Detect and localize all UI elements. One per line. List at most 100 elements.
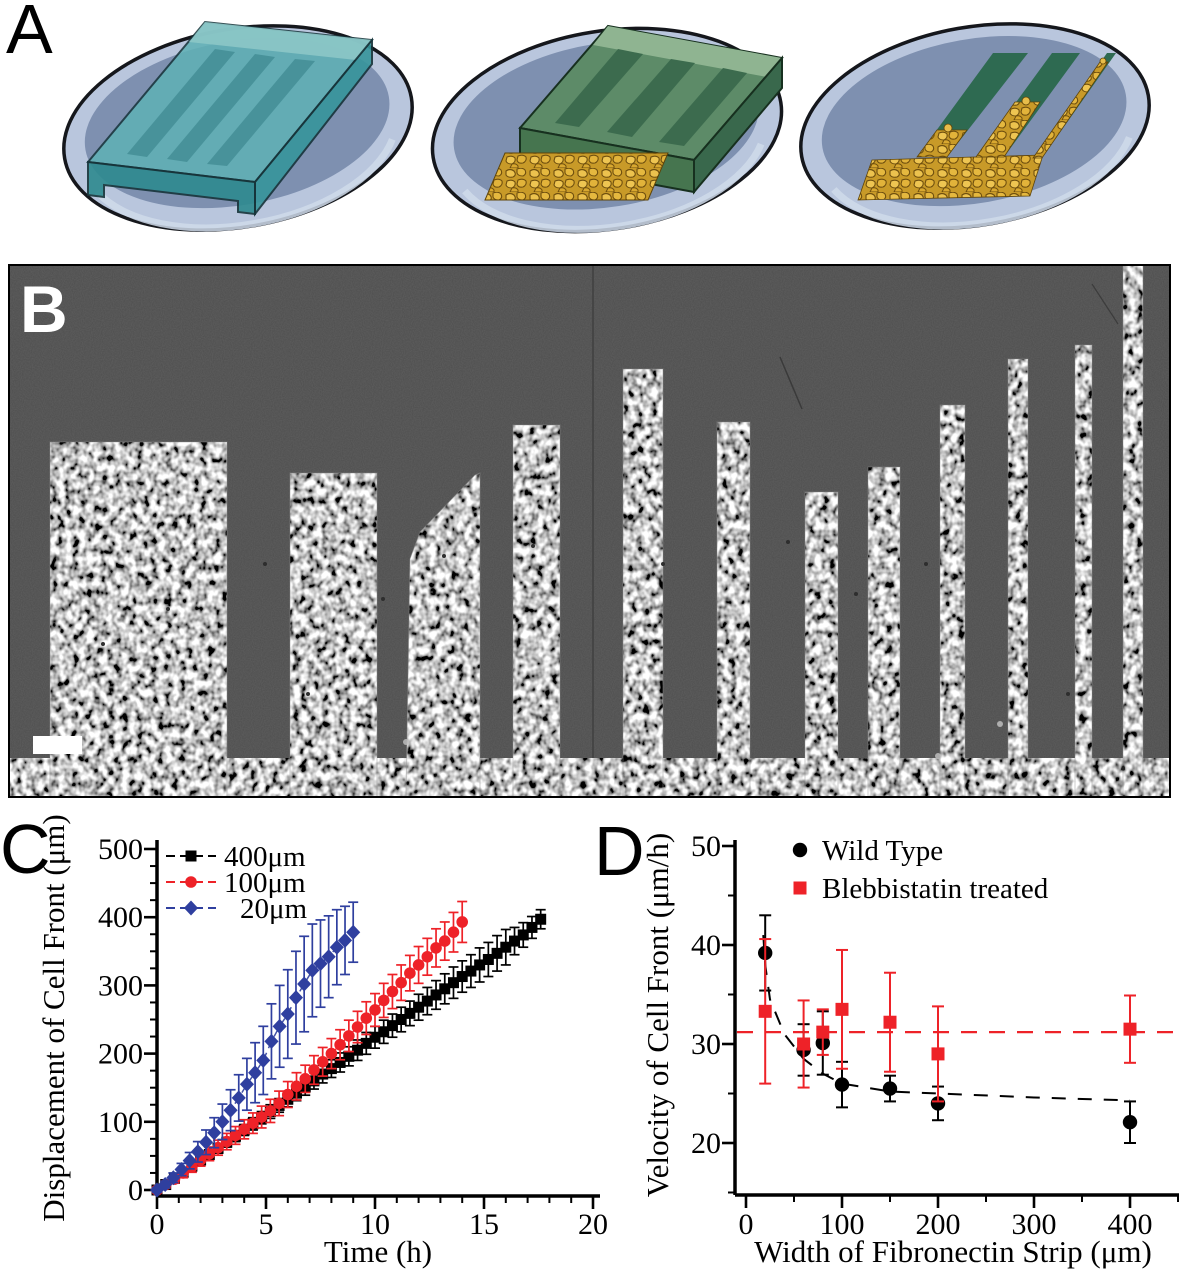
- data-point: [207, 1125, 222, 1141]
- data-point: [509, 935, 521, 947]
- y-axis-label: Velocity of Cell Front (μm/h): [640, 833, 675, 1197]
- schematic-stamp-with-cells: [418, 5, 797, 256]
- data-point: [439, 983, 451, 995]
- data-point: [231, 1090, 246, 1106]
- data-point: [220, 1135, 233, 1148]
- data-point: [482, 953, 494, 965]
- legend-item: 400μm: [166, 841, 306, 873]
- data-point: [792, 842, 808, 858]
- data-point: [256, 1052, 271, 1068]
- panel-a-label: A: [6, 0, 53, 68]
- legend-label: 20μm: [240, 893, 308, 925]
- data-point: [474, 959, 486, 971]
- stamp-stripe: [555, 49, 643, 127]
- data-point: [456, 916, 469, 928]
- petri-dish: [784, 0, 1165, 254]
- data-point: [883, 1015, 897, 1029]
- data-point: [239, 1076, 254, 1092]
- data-point: [199, 1134, 214, 1150]
- stamp-stripe: [659, 68, 747, 146]
- stamp-groove: [127, 49, 235, 157]
- panel-b-label: B: [20, 272, 68, 346]
- data-point: [413, 1001, 425, 1013]
- legend-item: Blebbistatin treated: [793, 873, 1049, 905]
- data-point: [337, 932, 353, 948]
- panel-a-schematics: [0, 0, 1179, 262]
- legend-item: Wild Type: [792, 835, 943, 867]
- pdms-stamp: [86, 20, 374, 217]
- data-point: [288, 990, 304, 1006]
- data-point: [378, 1026, 390, 1038]
- data-point: [351, 1021, 364, 1033]
- data-point: [404, 967, 416, 979]
- data-point: [185, 850, 197, 862]
- data-point: [174, 1162, 189, 1178]
- data-point: [248, 1065, 263, 1081]
- y-tick-label: 50: [691, 830, 721, 863]
- y-tick-label: 30: [691, 1028, 721, 1061]
- data-point: [247, 1117, 259, 1129]
- data-point: [465, 965, 477, 977]
- data-point: [377, 994, 390, 1007]
- stamp-groove: [167, 54, 275, 162]
- cell-strip: [1008, 359, 1028, 798]
- data-point: [491, 947, 503, 959]
- y-tick-label: 20: [691, 1127, 721, 1160]
- data-point: [273, 1097, 285, 1110]
- panel-b-micrograph: [8, 264, 1171, 798]
- data-point: [931, 1047, 945, 1061]
- data-point: [308, 1064, 320, 1076]
- y-axis-label: Displacement of Cell Front (μm): [36, 814, 71, 1221]
- data-point: [264, 1105, 277, 1117]
- cell-monolayer: [484, 152, 669, 201]
- x-tick-label: 300: [1012, 1208, 1057, 1241]
- cell-strip: [717, 422, 750, 798]
- data-point: [447, 926, 460, 939]
- data-point: [290, 1080, 303, 1093]
- data-point: [412, 959, 425, 971]
- series-20μm: [149, 901, 361, 1198]
- scale-bar: [33, 736, 82, 754]
- data-point: [395, 976, 407, 989]
- schematic-patterned-migration: [784, 0, 1165, 254]
- x-tick-label: 0: [739, 1208, 754, 1241]
- data-point: [185, 876, 197, 888]
- series-wild-type: [758, 914, 1138, 1144]
- cell-strip: [513, 425, 560, 798]
- y-tick-label: 400: [98, 901, 143, 934]
- panel-c-label: C: [0, 810, 51, 888]
- legend-label: 100μm: [224, 867, 306, 899]
- y-tick-label: 500: [98, 833, 143, 866]
- cell-strip: [940, 405, 965, 798]
- data-point: [526, 921, 538, 933]
- x-tick-label: 20: [578, 1208, 608, 1241]
- x-tick-label: 5: [259, 1208, 274, 1241]
- data-point: [352, 1044, 364, 1056]
- data-point: [1123, 1022, 1137, 1036]
- data-point: [316, 1055, 329, 1068]
- data-point: [430, 942, 442, 954]
- data-point: [299, 1073, 312, 1085]
- data-point: [313, 956, 328, 972]
- cell-strip: [290, 473, 377, 798]
- cell-strip: [623, 369, 663, 798]
- data-point: [343, 1030, 355, 1042]
- data-point: [500, 941, 512, 953]
- data-point: [835, 1002, 849, 1016]
- data-point: [223, 1102, 238, 1118]
- stamp-stripe: [607, 59, 695, 137]
- data-point: [360, 1012, 373, 1024]
- x-axis-label: Width of Fibronectin Strip (μm): [754, 1234, 1152, 1269]
- data-point: [386, 1020, 398, 1032]
- data-point: [321, 949, 336, 965]
- series-blebbistatin-treated: [758, 938, 1137, 1103]
- y-tick-label: 0: [128, 1174, 143, 1207]
- migrating-cells: [857, 57, 1109, 201]
- legend-item: 100μm: [166, 867, 306, 899]
- data-point: [183, 900, 199, 916]
- data-point: [334, 1038, 346, 1051]
- data-point: [386, 985, 399, 998]
- data-point: [797, 1037, 811, 1051]
- micrograph-border: [8, 264, 1171, 798]
- data-point: [360, 1037, 372, 1049]
